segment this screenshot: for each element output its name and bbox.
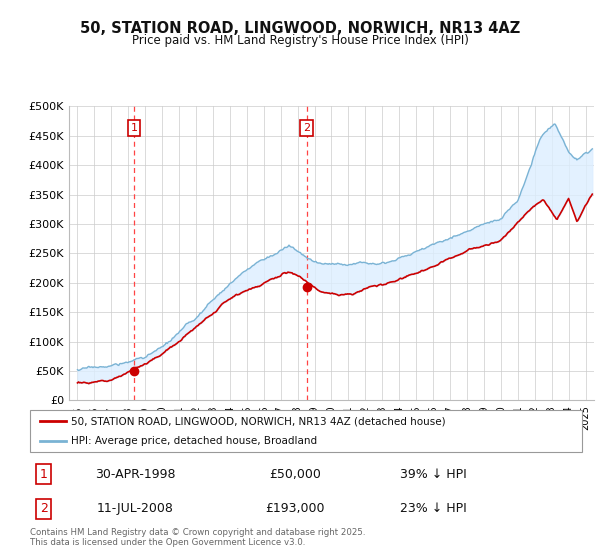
Text: 2: 2 bbox=[40, 502, 48, 515]
Text: 50, STATION ROAD, LINGWOOD, NORWICH, NR13 4AZ: 50, STATION ROAD, LINGWOOD, NORWICH, NR1… bbox=[80, 21, 520, 36]
Text: 50, STATION ROAD, LINGWOOD, NORWICH, NR13 4AZ (detached house): 50, STATION ROAD, LINGWOOD, NORWICH, NR1… bbox=[71, 416, 446, 426]
Text: 1: 1 bbox=[130, 123, 137, 133]
Text: £193,000: £193,000 bbox=[265, 502, 325, 515]
Text: 11-JUL-2008: 11-JUL-2008 bbox=[97, 502, 173, 515]
Text: 2: 2 bbox=[303, 123, 310, 133]
Text: 23% ↓ HPI: 23% ↓ HPI bbox=[400, 502, 466, 515]
Text: 30-APR-1998: 30-APR-1998 bbox=[95, 468, 175, 480]
Text: Price paid vs. HM Land Registry's House Price Index (HPI): Price paid vs. HM Land Registry's House … bbox=[131, 34, 469, 46]
Text: 39% ↓ HPI: 39% ↓ HPI bbox=[400, 468, 466, 480]
Text: £50,000: £50,000 bbox=[269, 468, 321, 480]
Text: HPI: Average price, detached house, Broadland: HPI: Average price, detached house, Broa… bbox=[71, 436, 317, 446]
FancyBboxPatch shape bbox=[30, 410, 582, 452]
Text: 1: 1 bbox=[40, 468, 48, 480]
Text: Contains HM Land Registry data © Crown copyright and database right 2025.
This d: Contains HM Land Registry data © Crown c… bbox=[30, 528, 365, 547]
